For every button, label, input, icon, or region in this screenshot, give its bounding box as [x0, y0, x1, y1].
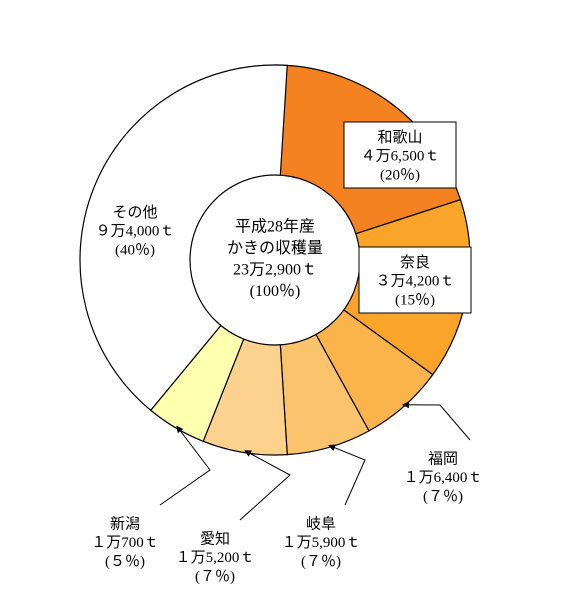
center-line-2: かきの収穫量 [227, 239, 323, 257]
outer-label-福岡-l1: 福岡 [428, 450, 458, 467]
slice-label-和歌山-l1: 和歌山 [377, 129, 422, 146]
slice-label-和歌山-l3: (20％) [380, 167, 420, 183]
slice-label-奈良-l1: 奈良 [400, 254, 430, 271]
outer-label-岐阜-l3: (７％) [301, 554, 341, 570]
outer-label-福岡-l2: １万6,400ｔ [404, 470, 483, 486]
donut-chart: 平成28年産かきの収穫量 23万2,900ｔ (100％) 和歌山 ４万6,500ｔ (2… [0, 0, 565, 608]
center-line-4: (100％) [250, 283, 301, 300]
outer-label-愛知-l3: (７％) [195, 569, 235, 585]
center-line-1: 平成28年産 [235, 217, 315, 235]
outer-label-新潟-l1: 新潟 [110, 515, 140, 532]
outer-label-岐阜-l2: １万5,900ｔ [282, 535, 361, 551]
leader-福岡 [403, 405, 470, 440]
outer-label-福岡-l3: (７％) [423, 489, 463, 505]
donut-center [190, 175, 360, 345]
slice-label-奈良-l3: (15％) [395, 292, 435, 308]
center-line-3: 23万2,900ｔ [233, 261, 317, 278]
outer-label-岐阜-l1: 岐阜 [306, 515, 336, 532]
outer-label-愛知-l2: １万5,200ｔ [176, 550, 255, 566]
leader-岐阜 [329, 445, 365, 505]
slice-label-その他-l2: ９万4,000ｔ [96, 224, 175, 240]
slice-label-奈良-l2: ３万4,200ｔ [376, 274, 455, 290]
outer-label-新潟-l3: (５％) [105, 554, 145, 570]
leader-愛知 [240, 451, 290, 520]
outer-label-愛知-l1: 愛知 [200, 530, 230, 547]
slice-label-その他-l3: (40％) [115, 242, 155, 258]
slice-label-和歌山-l2: ４万6,500ｔ [361, 149, 440, 165]
outer-label-新潟-l2: １万700ｔ [91, 535, 159, 551]
slice-label-その他-l1: その他 [112, 204, 157, 221]
